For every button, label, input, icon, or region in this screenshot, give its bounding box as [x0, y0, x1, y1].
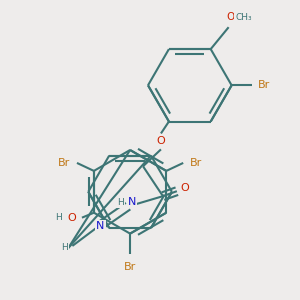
Text: O: O [181, 183, 189, 193]
Text: O: O [68, 213, 76, 223]
Text: CH₃: CH₃ [235, 13, 252, 22]
Text: Br: Br [124, 262, 136, 272]
Text: O: O [226, 12, 235, 22]
Text: H: H [61, 243, 68, 252]
Text: N: N [96, 221, 104, 231]
Text: Br: Br [58, 158, 70, 168]
Text: H: H [55, 213, 62, 222]
Text: O: O [157, 136, 165, 146]
Text: H: H [117, 198, 124, 207]
Text: Br: Br [258, 80, 271, 90]
Text: N: N [128, 197, 136, 207]
Text: Br: Br [190, 158, 202, 168]
